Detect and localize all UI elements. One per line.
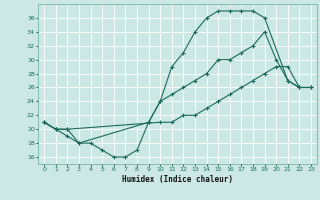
X-axis label: Humidex (Indice chaleur): Humidex (Indice chaleur) bbox=[122, 175, 233, 184]
